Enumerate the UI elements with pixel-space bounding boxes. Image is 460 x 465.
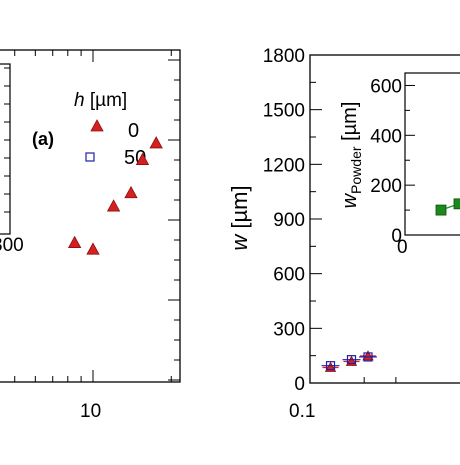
left-data-point: [124, 185, 138, 199]
inset-data-points: [435, 198, 460, 216]
right-y-tick-label: 600: [273, 265, 305, 286]
right-y-tick-label: 0: [294, 374, 305, 395]
legend-title-symbol: h: [74, 90, 85, 111]
right-y-tick-label: 900: [273, 210, 305, 231]
right-data-point-h50: [363, 352, 373, 362]
inset-data-point: [435, 204, 447, 216]
inset-y-axis-ticks: [405, 84, 415, 236]
right-y-axis-ticks: [309, 54, 397, 384]
right-y-tick-label: 1800: [263, 46, 305, 67]
inset-frame: [404, 72, 460, 236]
inset-y-label-sub: Powder: [348, 146, 364, 194]
y-axis-label-symbol: w: [227, 233, 252, 251]
inset-y-label-unit: [µm]: [339, 102, 361, 147]
inset-y-tick-label: 600: [370, 76, 402, 97]
inset-y-tick-labels: 0 200 400 600: [370, 76, 402, 247]
left-panel: 300 (a) h [µm] 0 50 10: [0, 49, 181, 422]
right-y-tick-label: 1500: [263, 101, 305, 122]
left-inset-frame: [0, 63, 11, 235]
y-axis-label-unit: [µm]: [227, 185, 252, 234]
panel-label: (a): [32, 129, 54, 149]
inset-y-tick-label: 400: [370, 126, 402, 147]
right-data-points: [321, 350, 377, 372]
legend-label-0: 0: [128, 120, 139, 142]
right-panel: 0 300 600 900 1200 1500 1800 w [µm] 0.1 0 200 40…: [227, 46, 460, 422]
right-y-tick-label: 300: [273, 319, 305, 340]
left-x-tick-label: 10: [80, 401, 101, 422]
inset-y-tick-label: 0: [391, 226, 402, 247]
inset-x-tick-label: 0: [397, 237, 408, 258]
left-data-point: [135, 152, 150, 165]
left-axis-ticks: [4, 50, 180, 382]
y-axis-label: w [µm]: [227, 185, 252, 250]
legend-title-unit: [µm]: [85, 90, 128, 111]
left-data-point: [86, 242, 100, 255]
right-y-tick-labels: 0 300 600 900 1200 1500 1800: [263, 46, 305, 395]
left-plot-frame: [0, 49, 181, 383]
inset: 0 200 400 600 wPowder [µm] 0: [339, 72, 460, 258]
inset-y-label-symbol: w: [339, 192, 361, 208]
left-data-point: [106, 199, 121, 212]
right-x-tick-label: 0.1: [289, 401, 315, 422]
left-inset-tick-label: 300: [0, 235, 24, 256]
legend-marker-triangle: [90, 119, 104, 132]
right-data-point-h50: [346, 355, 357, 365]
inset-y-axis-label: wPowder [µm]: [339, 102, 364, 209]
legend: h [µm] 0 50: [74, 90, 146, 169]
right-y-tick-label: 1200: [263, 155, 305, 176]
right-data-point-h0: [362, 350, 374, 361]
legend-marker-square: [85, 152, 95, 162]
legend-title: h [µm]: [74, 90, 127, 111]
inset-y-tick-label: 200: [370, 176, 402, 197]
left-data-point: [149, 136, 163, 149]
right-data-point-h50: [325, 361, 336, 371]
inset-data-point: [453, 198, 460, 210]
left-data-points: [67, 136, 163, 255]
left-data-point: [67, 235, 82, 248]
